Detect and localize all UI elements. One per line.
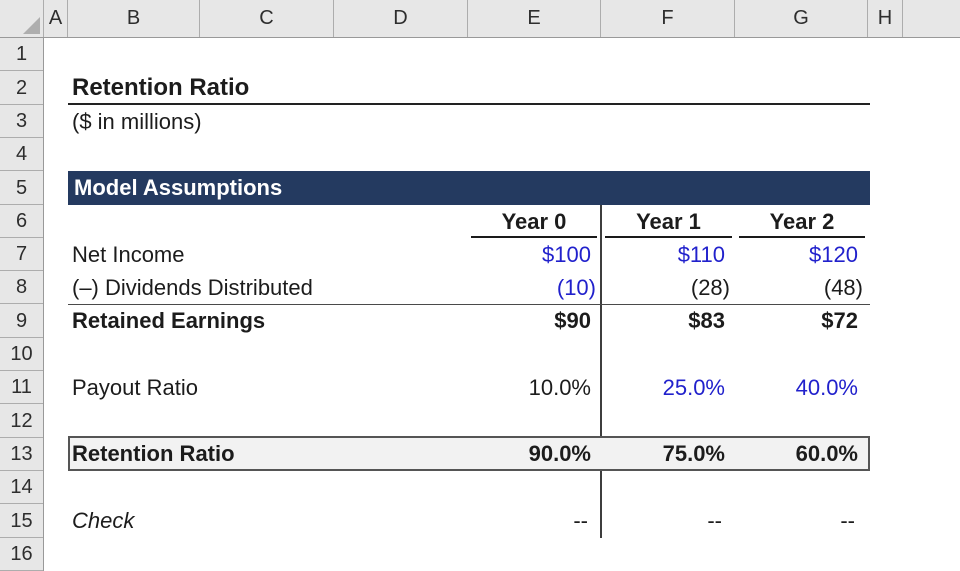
- cell-check-year1[interactable]: --: [707, 508, 722, 533]
- row-header-11[interactable]: 11: [0, 371, 43, 404]
- row-header-1[interactable]: 1: [0, 38, 43, 71]
- row-header-13[interactable]: 13: [0, 438, 43, 471]
- cell-dividends-year0[interactable]: (10): [556, 275, 596, 300]
- cell-check-label[interactable]: Check: [72, 508, 135, 533]
- select-all-triangle-icon: [23, 17, 40, 34]
- row-header-2[interactable]: 2: [0, 71, 43, 105]
- cell-check-year0[interactable]: --: [573, 508, 588, 533]
- column-header-strip: A B C D E F G H: [0, 0, 960, 38]
- cell-retention-ratio-year0[interactable]: 90.0%: [528, 441, 591, 466]
- row-header-3[interactable]: 3: [0, 105, 43, 138]
- col-header-F[interactable]: F: [601, 0, 735, 37]
- retention-ratio-highlight-box: [68, 436, 870, 471]
- row-header-10[interactable]: 10: [0, 338, 43, 371]
- cell-net-income-year1[interactable]: $110: [677, 242, 725, 267]
- col-header-H[interactable]: H: [868, 0, 903, 37]
- cell-retained-earnings-label[interactable]: Retained Earnings: [72, 308, 266, 333]
- row-header-16[interactable]: 16: [0, 538, 43, 571]
- year-header-year0[interactable]: Year 0: [471, 205, 597, 238]
- page-title[interactable]: Retention Ratio: [72, 74, 250, 101]
- row-header-7[interactable]: 7: [0, 238, 43, 271]
- cell-retention-ratio-label[interactable]: Retention Ratio: [72, 441, 235, 466]
- select-all-corner[interactable]: [0, 0, 44, 37]
- col-header-C[interactable]: C: [200, 0, 334, 37]
- cell-check-year2[interactable]: --: [840, 508, 855, 533]
- row-header-8[interactable]: 8: [0, 271, 43, 304]
- row-header-14[interactable]: 14: [0, 471, 43, 504]
- cell-dividends-year1[interactable]: (28): [690, 275, 730, 300]
- title-underline: [68, 103, 870, 105]
- cell-dividends-label[interactable]: (–) Dividends Distributed: [72, 275, 313, 300]
- col-header-E[interactable]: E: [468, 0, 601, 37]
- col-header-B[interactable]: B: [68, 0, 200, 37]
- cell-retention-ratio-year1[interactable]: 75.0%: [662, 441, 725, 466]
- cell-net-income-year2[interactable]: $120: [809, 242, 858, 267]
- row-header-6[interactable]: 6: [0, 205, 43, 238]
- row-header-15[interactable]: 15: [0, 504, 43, 538]
- cell-net-income-year0[interactable]: $100: [542, 242, 591, 267]
- row-header-4[interactable]: 4: [0, 138, 43, 171]
- col-header-G[interactable]: G: [735, 0, 868, 37]
- row-header-strip: 1 2 3 4 5 6 7 8 9 10 11 12 13 14 15 16: [0, 38, 44, 571]
- cell-retained-earnings-year1[interactable]: $83: [688, 308, 725, 333]
- year-header-year1[interactable]: Year 1: [605, 205, 732, 238]
- col-header-A[interactable]: A: [44, 0, 68, 37]
- column-divider-line: [600, 205, 602, 538]
- subtitle[interactable]: ($ in millions): [72, 109, 202, 134]
- row-header-12[interactable]: 12: [0, 404, 43, 438]
- cell-net-income-label[interactable]: Net Income: [72, 242, 185, 267]
- section-header-model-assumptions[interactable]: Model Assumptions: [68, 171, 870, 205]
- cell-retained-earnings-year2[interactable]: $72: [821, 308, 858, 333]
- subtotal-underline: [68, 304, 870, 305]
- cell-retained-earnings-year0[interactable]: $90: [554, 308, 591, 333]
- row-header-5[interactable]: 5: [0, 171, 43, 205]
- row-header-9[interactable]: 9: [0, 304, 43, 338]
- year-header-year2[interactable]: Year 2: [739, 205, 865, 238]
- cell-payout-ratio-year0[interactable]: 10.0%: [528, 375, 591, 400]
- col-header-D[interactable]: D: [334, 0, 468, 37]
- cell-retention-ratio-year2[interactable]: 60.0%: [795, 441, 858, 466]
- cell-dividends-year2[interactable]: (48): [823, 275, 863, 300]
- cell-payout-ratio-year1[interactable]: 25.0%: [662, 375, 725, 400]
- cell-payout-ratio-year2[interactable]: 40.0%: [795, 375, 858, 400]
- cell-payout-ratio-label[interactable]: Payout Ratio: [72, 375, 198, 400]
